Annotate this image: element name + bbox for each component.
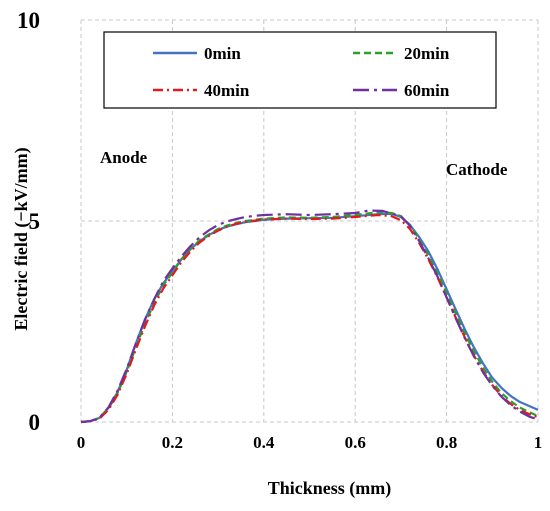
- annotation-cathode: Cathode: [446, 160, 508, 179]
- series-line-60min: [80, 209, 539, 424]
- y-tick-label: 5: [29, 209, 41, 234]
- series-layer: [80, 209, 539, 424]
- legend-label-20min: 20min: [404, 44, 450, 63]
- x-tick-label: 1: [534, 433, 543, 452]
- legend-label-40min: 40min: [204, 81, 250, 100]
- x-tick-label: 0.8: [436, 433, 457, 452]
- legend-box: [103, 31, 497, 109]
- y-tick-label: 0: [29, 410, 41, 435]
- series-line-0min: [80, 212, 539, 424]
- series-line-20min: [80, 211, 539, 424]
- y-axis-title: Electric field (−kV/mm): [11, 147, 32, 330]
- x-tick-label: 0.6: [345, 433, 366, 452]
- legend-label-0min: 0min: [204, 44, 241, 63]
- series-line-40min: [80, 213, 539, 424]
- x-tick-label: 0.4: [253, 433, 275, 452]
- x-axis-title: Thickness (mm): [268, 478, 392, 499]
- legend-label-60min: 60min: [404, 81, 450, 100]
- annotation-anode: Anode: [100, 148, 148, 167]
- legend: 0min 20min 40min 60min: [103, 31, 497, 109]
- y-tick-label: 10: [17, 8, 40, 33]
- x-tick-label: 0.2: [162, 433, 183, 452]
- x-tick-label: 0: [77, 433, 86, 452]
